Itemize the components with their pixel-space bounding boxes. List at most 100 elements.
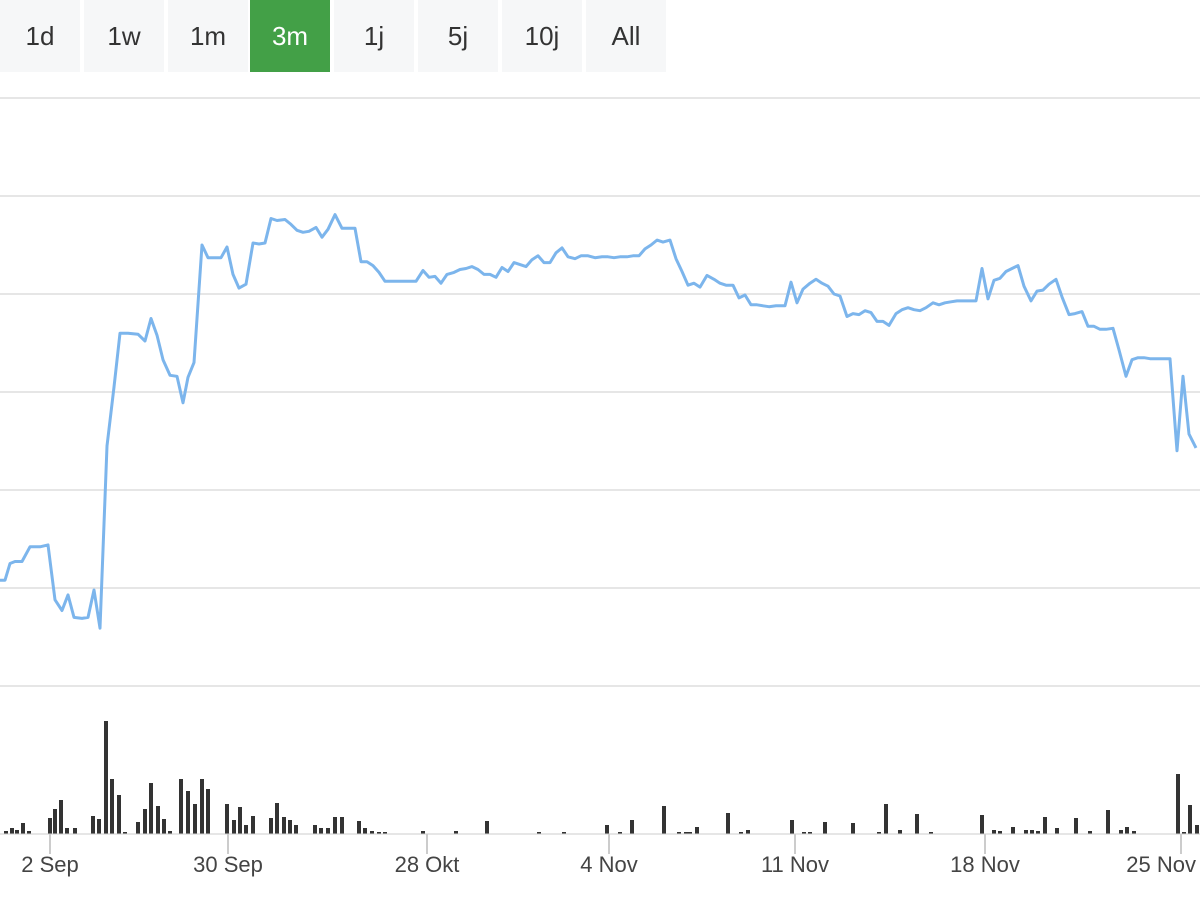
x-tick-label: 25 Nov — [1126, 852, 1196, 877]
volume-bar — [1182, 832, 1186, 834]
volume-bar — [485, 821, 489, 834]
volume-bar — [662, 806, 666, 834]
volume-bar — [1188, 805, 1192, 834]
volume-bar — [179, 779, 183, 834]
volume-bar — [1036, 831, 1040, 834]
volume-bar — [562, 832, 566, 834]
x-tick-label: 28 Okt — [395, 852, 460, 877]
volume-bar — [377, 832, 381, 834]
volume-bar — [313, 825, 317, 834]
volume-bar — [630, 820, 634, 834]
volume-bar — [688, 832, 692, 834]
volume-bar — [275, 803, 279, 834]
volume-bar — [980, 815, 984, 834]
volume-bar — [225, 804, 229, 834]
volume-bar — [15, 830, 19, 834]
volume-bar — [162, 819, 166, 834]
volume-bar — [363, 828, 367, 834]
volume-bar — [1011, 827, 1015, 834]
volume-bar — [684, 832, 688, 834]
volume-bars — [4, 721, 1199, 834]
volume-bar — [232, 820, 236, 834]
volume-bar — [851, 823, 855, 834]
range-button-all[interactable]: All — [586, 0, 666, 72]
x-axis-ticks: 2 Sep 30 Sep 28 Okt 4 Nov 11 Nov 18 Nov … — [21, 834, 1196, 877]
x-tick-label: 2 Sep — [21, 852, 79, 877]
volume-bar — [790, 820, 794, 834]
volume-bar — [1043, 817, 1047, 834]
volume-bar — [206, 789, 210, 834]
range-selector: 1d 1w 1m 3m 1j 5j 10j All — [0, 0, 1200, 72]
volume-bar — [333, 817, 337, 834]
volume-bar — [1024, 830, 1028, 834]
volume-bar — [1030, 830, 1034, 834]
range-button-1w[interactable]: 1w — [84, 0, 164, 72]
volume-bar — [695, 827, 699, 834]
volume-bar — [992, 830, 996, 834]
range-button-1d[interactable]: 1d — [0, 0, 80, 72]
volume-bar — [200, 779, 204, 834]
volume-bar — [998, 831, 1002, 834]
volume-bar — [65, 828, 69, 834]
volume-bar — [48, 818, 52, 834]
volume-bar — [915, 814, 919, 834]
volume-bar — [282, 817, 286, 834]
volume-bar — [421, 831, 425, 834]
volume-bar — [91, 816, 95, 834]
volume-bar — [823, 822, 827, 834]
volume-bar — [370, 831, 374, 834]
volume-bar — [739, 832, 743, 834]
price-line — [0, 213, 1198, 630]
volume-bar — [294, 825, 298, 834]
volume-bar — [898, 830, 902, 834]
volume-bar — [97, 819, 101, 834]
volume-bar — [59, 800, 63, 834]
volume-bar — [156, 806, 160, 834]
volume-bar — [1106, 810, 1110, 834]
volume-bar — [884, 804, 888, 834]
volume-bar — [73, 828, 77, 834]
volume-bar — [1125, 827, 1129, 834]
volume-bar — [1176, 774, 1180, 834]
volume-bar — [27, 831, 31, 834]
volume-bar — [269, 818, 273, 834]
volume-bar — [326, 828, 330, 834]
range-button-1j[interactable]: 1j — [334, 0, 414, 72]
volume-bar — [110, 779, 114, 834]
range-button-1m[interactable]: 1m — [168, 0, 248, 72]
stock-chart: 2 Sep 30 Sep 28 Okt 4 Nov 11 Nov 18 Nov … — [0, 97, 1200, 877]
volume-bar — [53, 809, 57, 834]
volume-bar — [677, 832, 681, 834]
volume-bar — [193, 804, 197, 834]
volume-bar — [1132, 831, 1136, 834]
volume-bar — [168, 831, 172, 834]
volume-bar — [1195, 825, 1199, 834]
volume-bar — [21, 823, 25, 834]
range-button-10j[interactable]: 10j — [502, 0, 582, 72]
volume-bar — [186, 791, 190, 834]
volume-bar — [454, 831, 458, 834]
range-button-5j[interactable]: 5j — [418, 0, 498, 72]
volume-bar — [808, 832, 812, 834]
volume-bar — [117, 795, 121, 834]
volume-bar — [383, 832, 387, 834]
volume-bar — [802, 832, 806, 834]
volume-bar — [1055, 828, 1059, 834]
volume-bar — [1088, 831, 1092, 834]
volume-bar — [149, 783, 153, 834]
volume-bar — [357, 821, 361, 834]
volume-bar — [123, 832, 127, 834]
volume-bar — [877, 832, 881, 834]
range-button-3m[interactable]: 3m — [250, 0, 330, 72]
volume-bar — [143, 809, 147, 834]
x-tick-label: 11 Nov — [761, 852, 829, 877]
volume-bar — [340, 817, 344, 834]
volume-bar — [537, 832, 541, 834]
volume-bar — [104, 721, 108, 834]
volume-bar — [1074, 818, 1078, 834]
volume-bar — [319, 828, 323, 834]
x-tick-label: 4 Nov — [580, 852, 637, 877]
volume-bar — [746, 830, 750, 834]
volume-bar — [244, 825, 248, 834]
volume-bar — [929, 832, 933, 834]
